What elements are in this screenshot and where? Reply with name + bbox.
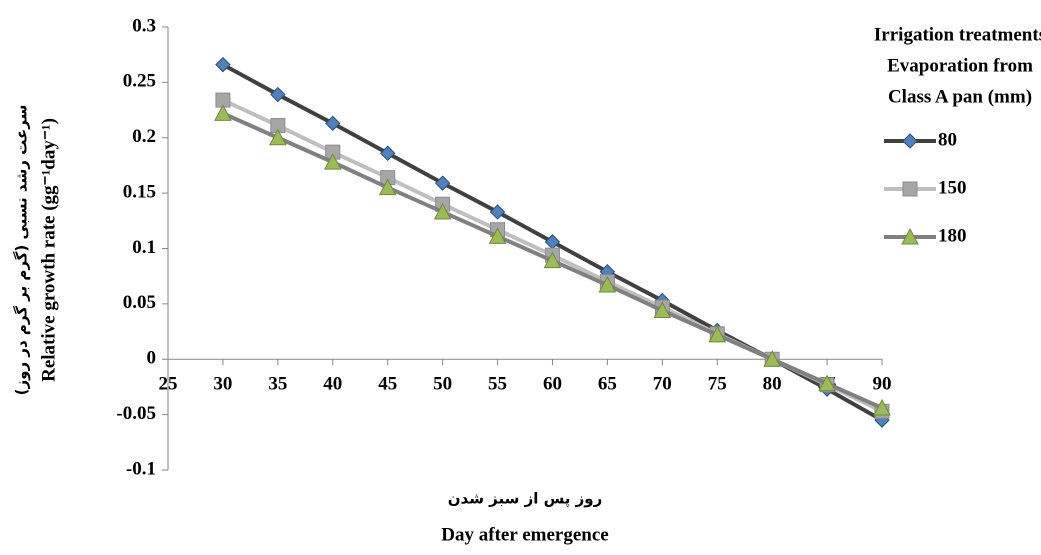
y-tick-label: 0.3 — [132, 15, 156, 36]
x-tick-label: 40 — [323, 374, 342, 395]
marker — [488, 227, 507, 244]
y-tick-label: 0.2 — [132, 126, 156, 147]
legend-title: Irrigation treatments — [874, 24, 1041, 45]
legend-title: Class A pan (mm) — [888, 86, 1032, 107]
x-axis-title: Day after emergence — [441, 524, 608, 545]
y-tick-label: 0.15 — [123, 181, 156, 202]
x-tick-label: 45 — [378, 374, 397, 395]
marker — [653, 301, 672, 319]
x-tick-label: 90 — [873, 374, 892, 395]
marker — [215, 56, 231, 73]
legend-label: 80 — [938, 129, 957, 150]
marker — [489, 204, 506, 220]
marker — [763, 350, 781, 367]
marker — [708, 325, 727, 343]
marker — [598, 275, 617, 293]
y-axis-title: Relative growth rate (gg⁻¹day⁻¹) — [38, 118, 59, 382]
marker — [378, 178, 397, 196]
x-axis-title-fa: روز پس از سبز شدن — [448, 490, 603, 509]
legend-label: 180 — [938, 225, 967, 246]
y-axis-title-fa: سرعت رشد نسبی (گرم بر گرم در روز) — [13, 105, 31, 396]
legend-label: 150 — [938, 177, 967, 198]
marker — [214, 104, 232, 121]
marker — [901, 227, 919, 245]
marker — [434, 175, 451, 191]
x-tick-label: 30 — [213, 374, 232, 395]
marker — [325, 115, 341, 132]
marker — [543, 251, 562, 269]
marker — [902, 133, 918, 149]
x-tick-label: 35 — [268, 374, 287, 395]
y-tick-label: -0.1 — [126, 458, 156, 479]
y-tick-label: 0.25 — [123, 71, 156, 92]
marker — [873, 398, 891, 416]
x-tick-label: 50 — [433, 374, 452, 395]
x-tick-label: 60 — [543, 374, 562, 395]
marker — [323, 153, 342, 170]
x-tick-label: 65 — [598, 374, 617, 395]
y-tick-label: 0.05 — [123, 292, 156, 313]
x-tick-label: 25 — [159, 374, 178, 395]
x-tick-label: 70 — [653, 374, 672, 395]
x-tick-label: 55 — [488, 374, 507, 395]
marker — [270, 86, 286, 103]
marker — [269, 128, 287, 146]
marker — [379, 145, 396, 161]
marker — [902, 181, 918, 197]
legend-title: Evaporation from — [887, 55, 1033, 76]
marker — [433, 202, 452, 220]
x-tick-label: 75 — [708, 374, 727, 395]
y-tick-label: -0.05 — [116, 403, 156, 424]
y-tick-label: 0.1 — [132, 237, 156, 258]
y-tick-label: 0 — [147, 348, 157, 369]
x-tick-label: 80 — [763, 374, 782, 395]
marker — [818, 374, 836, 392]
